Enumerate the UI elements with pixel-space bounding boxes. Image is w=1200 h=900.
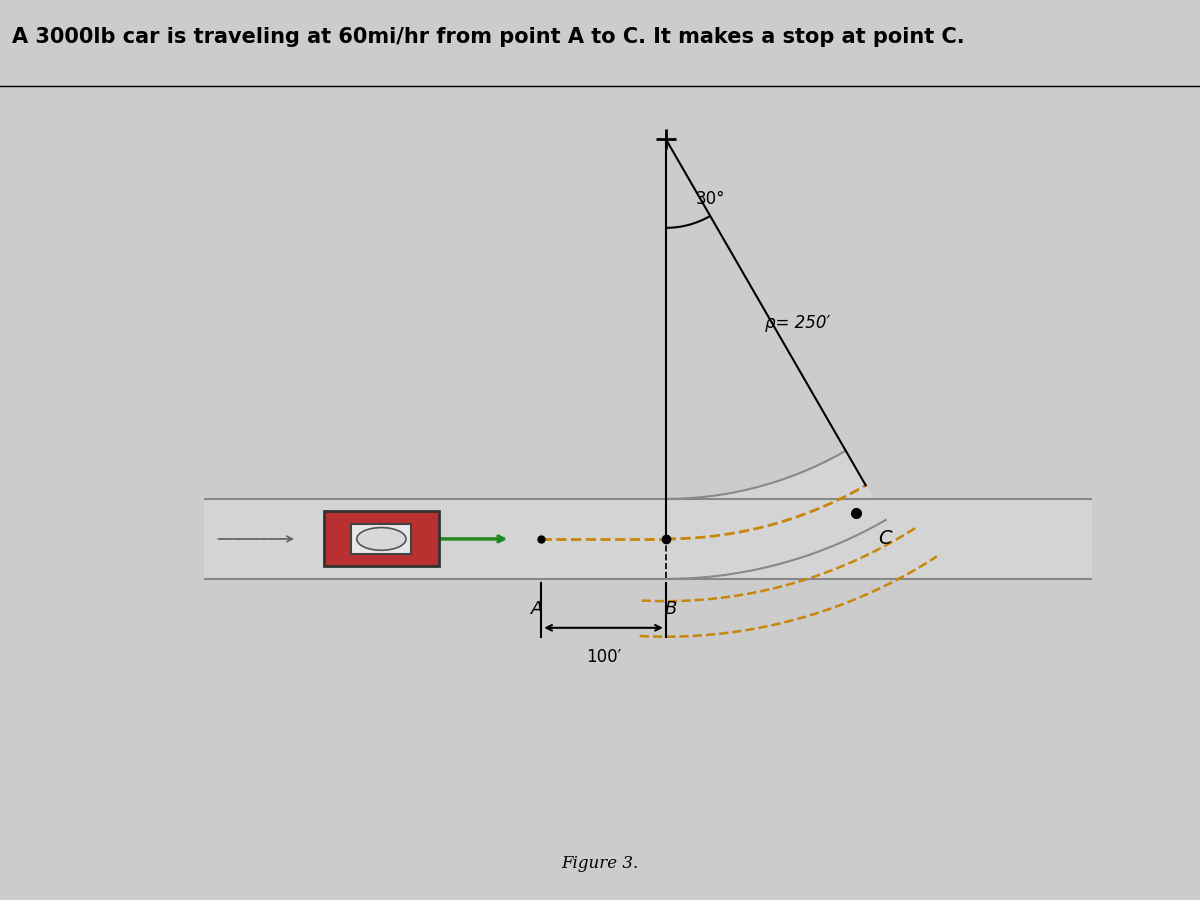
Bar [352,524,412,554]
Text: 100′: 100′ [586,648,622,666]
Bar [204,499,1092,579]
Ellipse shape [356,527,406,550]
Text: B: B [664,600,677,618]
Text: ρ= 250′: ρ= 250′ [766,314,830,332]
Text: A: A [530,600,544,618]
Text: A 3000lb car is traveling at 60mi/hr from point A to C. It makes a stop at point: A 3000lb car is traveling at 60mi/hr fro… [12,27,965,47]
Polygon shape [666,451,886,579]
Bar [324,511,439,566]
Text: C: C [878,529,893,548]
Text: 30°: 30° [695,190,725,208]
Text: Figure 3.: Figure 3. [562,856,638,872]
